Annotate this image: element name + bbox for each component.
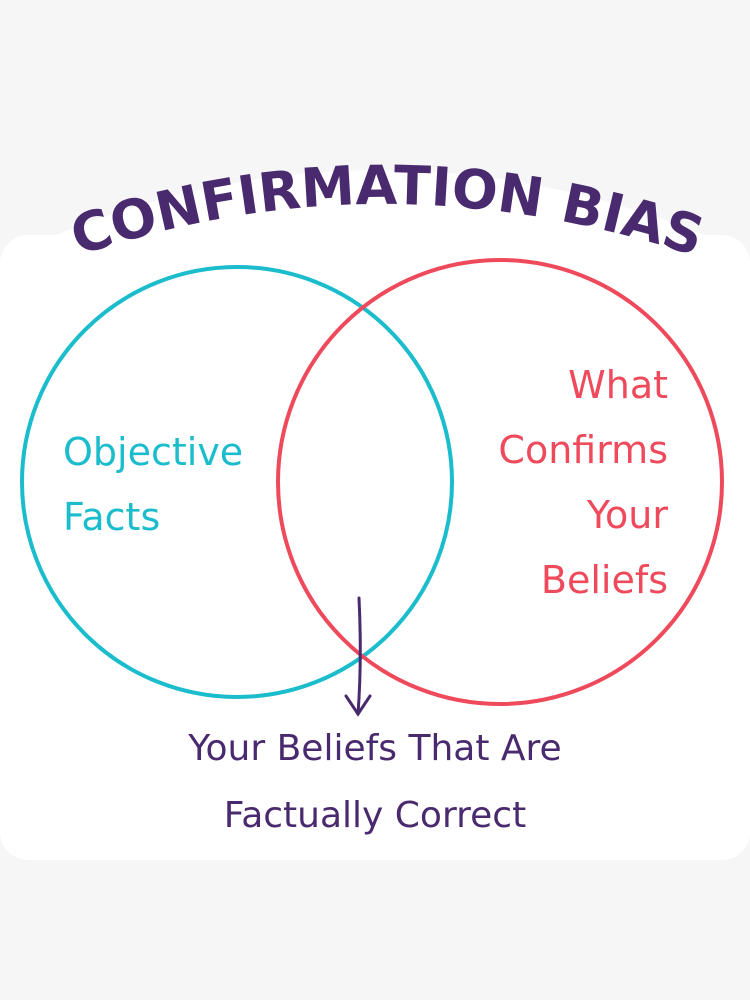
left-label-line: Objective [63,430,243,474]
right-label-line: Beliefs [541,558,668,602]
right-label-line: Confirms [498,428,668,472]
left-set-label: Objective Facts [63,430,243,539]
right-set-label: What Confirms Your Beliefs [498,363,668,602]
sticker-background [0,235,750,860]
intersection-label-line: Factually Correct [224,795,526,836]
left-circle [20,265,454,699]
arrow-down-icon [344,596,372,717]
right-label-line: Your [586,493,668,537]
right-label-line: What [568,363,668,407]
intersection-label-line: Your Beliefs That Are [187,728,561,769]
intersection-label: Your Beliefs That Are Factually Correct [187,728,561,836]
left-label-line: Facts [63,495,160,539]
right-circle [276,258,724,706]
